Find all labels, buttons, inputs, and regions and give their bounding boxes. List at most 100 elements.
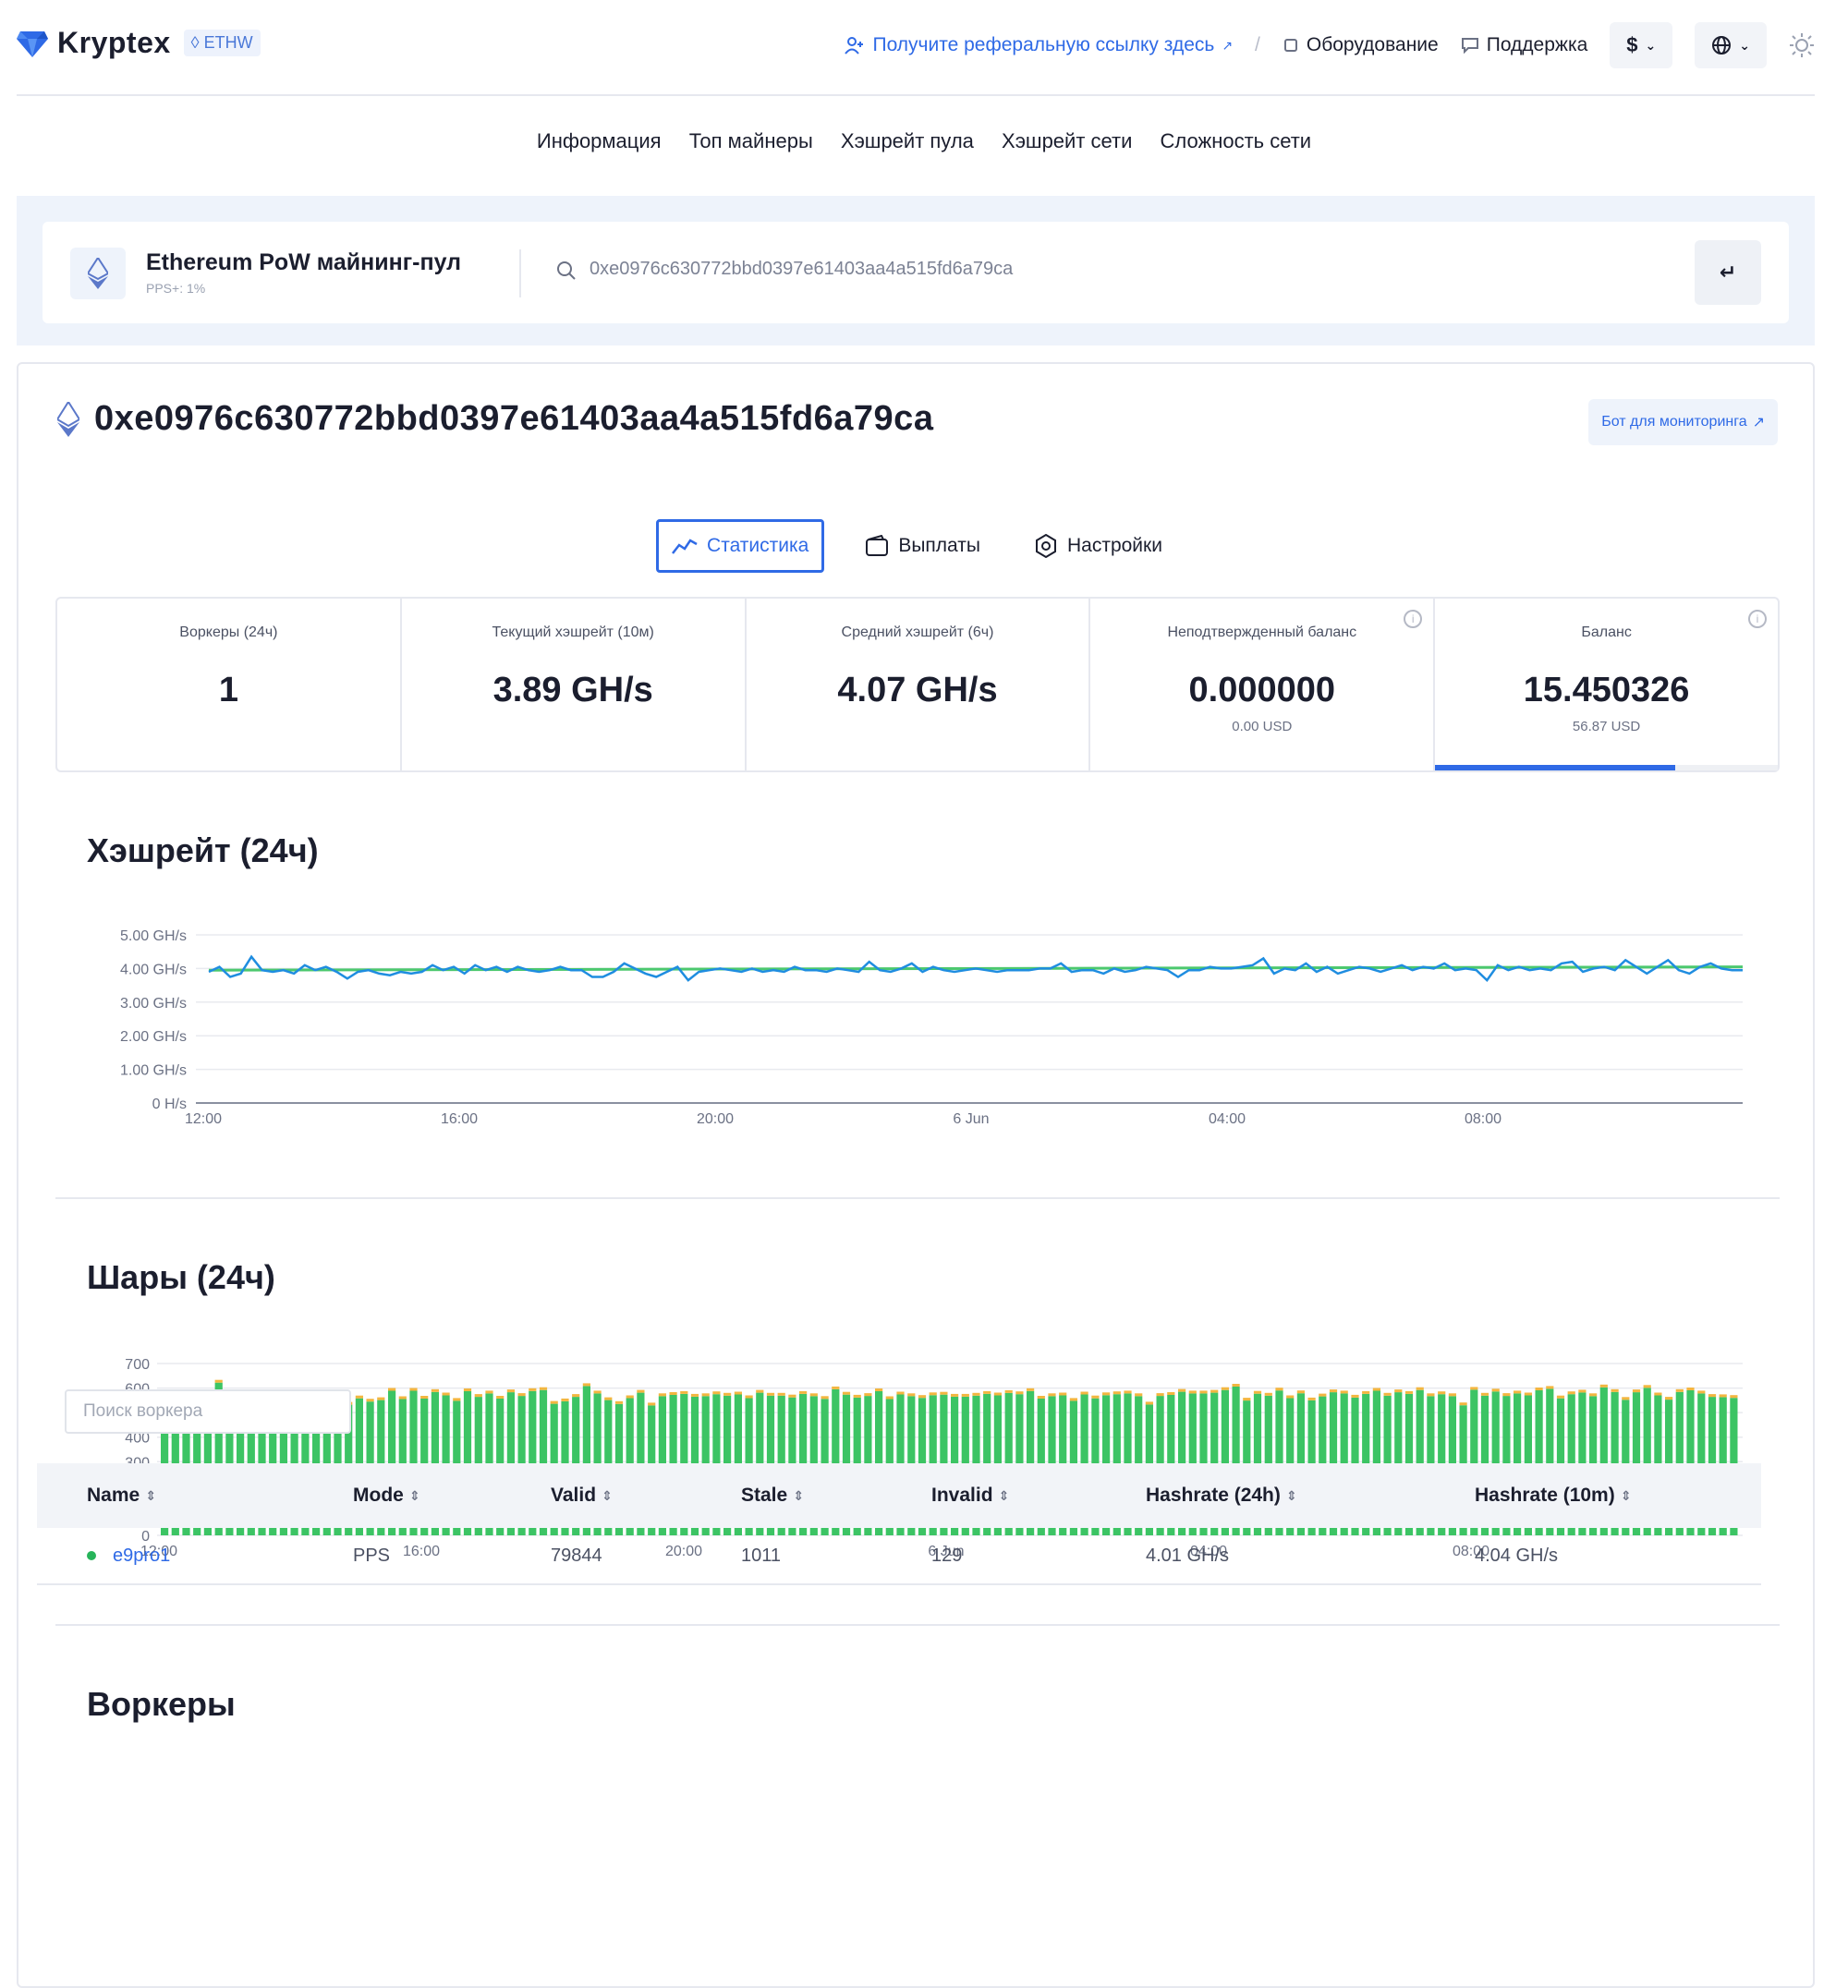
stale-share-bar — [506, 1389, 515, 1393]
stale-share-bar — [1665, 1397, 1673, 1400]
stale-share-bar — [561, 1398, 569, 1401]
subnav-network-hashrate[interactable]: Хэшрейт сети — [1002, 129, 1133, 152]
subnav-network-difficulty[interactable]: Сложность сети — [1160, 129, 1312, 152]
stale-share-bar — [648, 1402, 656, 1406]
stale-share-bar — [1319, 1393, 1327, 1397]
address-search-input[interactable]: 0xe0976c630772bbd0397e61403aa4a515fd6a79… — [590, 259, 1014, 279]
x-tick-label: 16:00 — [441, 1111, 478, 1127]
equipment-link[interactable]: Оборудование — [1283, 34, 1439, 56]
x-tick-label: 16:00 — [403, 1544, 440, 1559]
stale-share-bar — [907, 1393, 916, 1397]
workers-title: Воркеры — [87, 1685, 236, 1723]
share-bar — [1232, 1387, 1240, 1535]
share-bar — [1027, 1390, 1035, 1535]
subnav-top-miners[interactable]: Топ майнеры — [688, 129, 813, 152]
share-bar — [1546, 1388, 1554, 1535]
theme-toggle-sun-icon[interactable] — [1789, 32, 1815, 58]
share-bar — [1535, 1390, 1543, 1535]
gear-icon — [1035, 534, 1056, 558]
column-label: Stale — [741, 1485, 788, 1506]
subnav-pool-hashrate[interactable]: Хэшрейт пула — [840, 129, 974, 152]
referral-label: Получите реферальную ссылку здесь — [872, 34, 1215, 55]
chevron-down-icon: ⌄ — [1739, 37, 1750, 53]
share-bar — [832, 1388, 840, 1535]
y-tick-label: 3.00 GH/s — [120, 996, 187, 1012]
share-bar — [388, 1390, 396, 1535]
column-label: Mode — [353, 1485, 404, 1506]
stale-share-bar — [1296, 1390, 1305, 1394]
worker-link[interactable]: e9pro1 — [113, 1545, 171, 1566]
stale-share-bar — [1307, 1397, 1316, 1400]
share-bar — [1275, 1390, 1283, 1535]
support-label: Поддержка — [1486, 34, 1588, 55]
stale-share-bar — [1329, 1389, 1338, 1393]
stale-share-bar — [1253, 1390, 1262, 1394]
top-header: Kryptex ◊ ETHW Получите реферальную ссыл… — [17, 0, 1815, 96]
stale-share-bar — [669, 1392, 677, 1395]
language-select[interactable]: ⌄ — [1695, 22, 1767, 68]
sort-icon: ⇕ — [408, 1487, 420, 1503]
info-icon[interactable]: i — [1747, 610, 1767, 628]
share-bar — [1643, 1388, 1651, 1535]
table-row[interactable]: e9pro1 PPS 79844 1011 129 4.01 GH/s 4.04… — [37, 1528, 1761, 1585]
monitoring-bot-button[interactable]: Бот для мониторинга ↗ — [1588, 399, 1778, 445]
monitoring-bot-label: Бот для мониторинга — [1601, 414, 1747, 430]
tab-payouts[interactable]: Выплаты — [852, 519, 993, 573]
tab-statistics[interactable]: Статистика — [656, 519, 825, 573]
network-badge[interactable]: ◊ ETHW — [183, 30, 261, 56]
stale-share-bar — [1675, 1388, 1684, 1392]
column-hashrate-24h[interactable]: Hashrate (24h) ⇕ — [1146, 1463, 1297, 1528]
stale-share-bar — [896, 1391, 905, 1395]
stale-share-bar — [680, 1390, 688, 1394]
stat-label: Воркеры (24ч) — [179, 624, 278, 640]
column-name[interactable]: Name ⇕ — [87, 1463, 156, 1528]
stale-share-bar — [788, 1394, 796, 1398]
stale-share-bar — [1286, 1395, 1295, 1399]
stale-share-bar — [593, 1390, 602, 1394]
chevron-down-icon: ⌄ — [1645, 37, 1657, 53]
logo[interactable]: Kryptex ◊ ETHW — [17, 26, 261, 60]
stale-share-bar — [1491, 1388, 1500, 1392]
stale-share-bar — [1112, 1391, 1121, 1395]
stale-share-bar — [961, 1393, 969, 1397]
stale-share-bar — [1188, 1390, 1197, 1394]
stale-share-bar — [1145, 1401, 1153, 1405]
stale-share-bar — [690, 1393, 699, 1397]
support-link[interactable]: Поддержка — [1461, 34, 1588, 56]
tab-settings[interactable]: Настройки — [1021, 519, 1175, 573]
share-bar — [409, 1390, 418, 1535]
stale-share-bar — [1686, 1388, 1695, 1390]
stale-share-bar — [1546, 1386, 1554, 1389]
worker-name-cell[interactable]: e9pro1 — [87, 1528, 170, 1583]
stale-share-bar — [993, 1392, 1002, 1396]
worker-search-input[interactable] — [65, 1389, 351, 1434]
stale-share-bar — [1037, 1396, 1045, 1399]
stale-share-bar — [1480, 1392, 1489, 1396]
hashrate-chart: 5.00 GH/s 4.00 GH/s 3.00 GH/s 2.00 GH/s 1.00… — [120, 928, 1744, 1127]
hashrate-line — [208, 954, 1743, 982]
share-bar — [1470, 1389, 1478, 1535]
column-valid[interactable]: Valid ⇕ — [551, 1463, 613, 1528]
stale-share-bar — [1167, 1392, 1175, 1395]
column-hashrate-10m[interactable]: Hashrate (10m) ⇕ — [1475, 1463, 1631, 1528]
column-mode[interactable]: Mode ⇕ — [353, 1463, 420, 1528]
referral-link[interactable]: Получите реферальную ссылку здесь ↗ — [845, 34, 1233, 56]
stale-share-bar — [474, 1394, 482, 1398]
currency-select[interactable]: $ ⌄ — [1610, 22, 1673, 68]
stat-label: Неподтвержденный баланс — [1167, 624, 1357, 640]
column-stale[interactable]: Stale ⇕ — [741, 1463, 804, 1528]
stale-share-bar — [1404, 1390, 1414, 1394]
search-submit-button[interactable]: ↵ — [1695, 240, 1761, 305]
column-invalid[interactable]: Invalid ⇕ — [931, 1463, 1009, 1528]
subnav-info[interactable]: Информация — [536, 129, 662, 152]
stale-share-bar — [1178, 1388, 1186, 1392]
hashrate-chart-title: Хэшрейт (24ч) — [87, 831, 319, 869]
stat-workers: Воркеры (24ч) 1 — [57, 599, 402, 770]
stale-share-bar — [1124, 1390, 1132, 1394]
currency-label: $ — [1626, 33, 1638, 56]
share-bar — [1599, 1387, 1608, 1535]
share-bar — [1416, 1389, 1424, 1535]
stale-share-bar — [723, 1392, 732, 1396]
info-icon[interactable]: i — [1404, 610, 1423, 628]
stale-share-bar — [1015, 1391, 1024, 1395]
